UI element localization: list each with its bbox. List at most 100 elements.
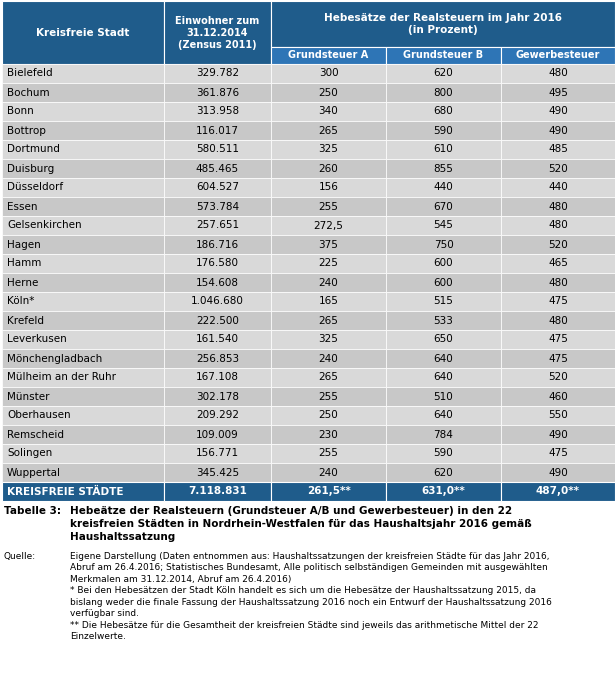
Bar <box>2 121 164 140</box>
Text: 631,0**: 631,0** <box>422 486 466 497</box>
Text: Gelsenkirchen: Gelsenkirchen <box>7 221 82 231</box>
Text: Kreisfreie Stadt: Kreisfreie Stadt <box>36 27 130 38</box>
Text: Oberhausen: Oberhausen <box>7 411 71 420</box>
Bar <box>271 140 386 159</box>
Bar <box>271 311 386 330</box>
Bar <box>2 254 164 273</box>
Bar <box>271 482 386 501</box>
Text: Bonn: Bonn <box>7 106 34 117</box>
Text: Essen: Essen <box>7 201 38 212</box>
Bar <box>271 216 386 235</box>
Bar <box>386 349 501 368</box>
Text: 480: 480 <box>548 278 568 287</box>
Bar <box>386 311 501 330</box>
Bar <box>271 349 386 368</box>
Text: 520: 520 <box>548 164 568 174</box>
Text: 640: 640 <box>434 354 453 363</box>
Text: 620: 620 <box>434 467 453 477</box>
Bar <box>2 387 164 406</box>
Bar <box>501 444 615 463</box>
Text: Mönchengladbach: Mönchengladbach <box>7 354 102 363</box>
Text: 222.500: 222.500 <box>196 315 239 326</box>
Bar <box>386 425 501 444</box>
Bar <box>164 140 271 159</box>
Text: 600: 600 <box>434 278 453 287</box>
Text: 490: 490 <box>548 126 568 135</box>
Bar <box>164 102 271 121</box>
Text: 485.465: 485.465 <box>196 164 239 174</box>
Bar <box>386 216 501 235</box>
Text: Bielefeld: Bielefeld <box>7 69 53 78</box>
Text: 475: 475 <box>548 297 568 306</box>
Bar <box>2 178 164 197</box>
Bar <box>2 425 164 444</box>
Bar <box>501 273 615 292</box>
Text: 300: 300 <box>319 69 338 78</box>
Bar <box>501 406 615 425</box>
Text: 265: 265 <box>319 126 338 135</box>
Text: Hebesätze der Realsteuern im Jahr 2016
(in Prozent): Hebesätze der Realsteuern im Jahr 2016 (… <box>324 13 562 35</box>
Text: 440: 440 <box>434 183 453 192</box>
Bar <box>386 387 501 406</box>
Bar <box>164 330 271 349</box>
Text: 167.108: 167.108 <box>196 372 239 383</box>
Bar <box>386 292 501 311</box>
Bar <box>271 273 386 292</box>
Bar <box>2 463 164 482</box>
Text: Köln*: Köln* <box>7 297 34 306</box>
Bar <box>501 140 615 159</box>
Text: 520: 520 <box>548 240 568 249</box>
Bar <box>501 330 615 349</box>
Text: 302.178: 302.178 <box>196 392 239 401</box>
Text: Herne: Herne <box>7 278 38 287</box>
Text: 680: 680 <box>434 106 453 117</box>
Text: 261,5**: 261,5** <box>307 486 351 497</box>
Bar <box>271 1 615 47</box>
Text: 604.527: 604.527 <box>196 183 239 192</box>
Bar <box>501 311 615 330</box>
Bar <box>2 311 164 330</box>
Bar <box>501 197 615 216</box>
Bar <box>501 159 615 178</box>
Text: 485: 485 <box>548 144 568 155</box>
Bar <box>386 444 501 463</box>
Text: Tabelle 3:: Tabelle 3: <box>4 506 61 516</box>
Text: 490: 490 <box>548 106 568 117</box>
Text: 510: 510 <box>434 392 453 401</box>
Bar <box>386 463 501 482</box>
Text: 161.540: 161.540 <box>196 335 239 344</box>
Text: 550: 550 <box>548 411 568 420</box>
Text: 265: 265 <box>319 315 338 326</box>
Text: 670: 670 <box>434 201 453 212</box>
Text: 230: 230 <box>319 429 338 440</box>
Bar <box>386 368 501 387</box>
Bar <box>271 197 386 216</box>
Bar <box>386 254 501 273</box>
Bar <box>164 197 271 216</box>
Bar <box>2 159 164 178</box>
Bar <box>164 216 271 235</box>
Text: 640: 640 <box>434 411 453 420</box>
Bar <box>271 406 386 425</box>
Bar <box>271 254 386 273</box>
Text: 250: 250 <box>319 87 338 98</box>
Text: Eigene Darstellung (Daten entnommen aus: Haushaltssatzungen der kreisfreien Städ: Eigene Darstellung (Daten entnommen aus:… <box>70 552 552 641</box>
Bar <box>164 273 271 292</box>
Bar <box>164 425 271 444</box>
Bar <box>386 406 501 425</box>
Text: 154.608: 154.608 <box>196 278 239 287</box>
Text: 650: 650 <box>434 335 453 344</box>
Bar <box>386 121 501 140</box>
Bar <box>501 349 615 368</box>
Bar <box>501 64 615 83</box>
Bar <box>2 444 164 463</box>
Text: 156: 156 <box>319 183 338 192</box>
Bar <box>2 197 164 216</box>
Bar <box>2 330 164 349</box>
Bar <box>501 482 615 501</box>
Text: Solingen: Solingen <box>7 449 52 458</box>
Text: 480: 480 <box>548 201 568 212</box>
Text: 109.009: 109.009 <box>196 429 239 440</box>
Bar <box>271 292 386 311</box>
Text: 640: 640 <box>434 372 453 383</box>
